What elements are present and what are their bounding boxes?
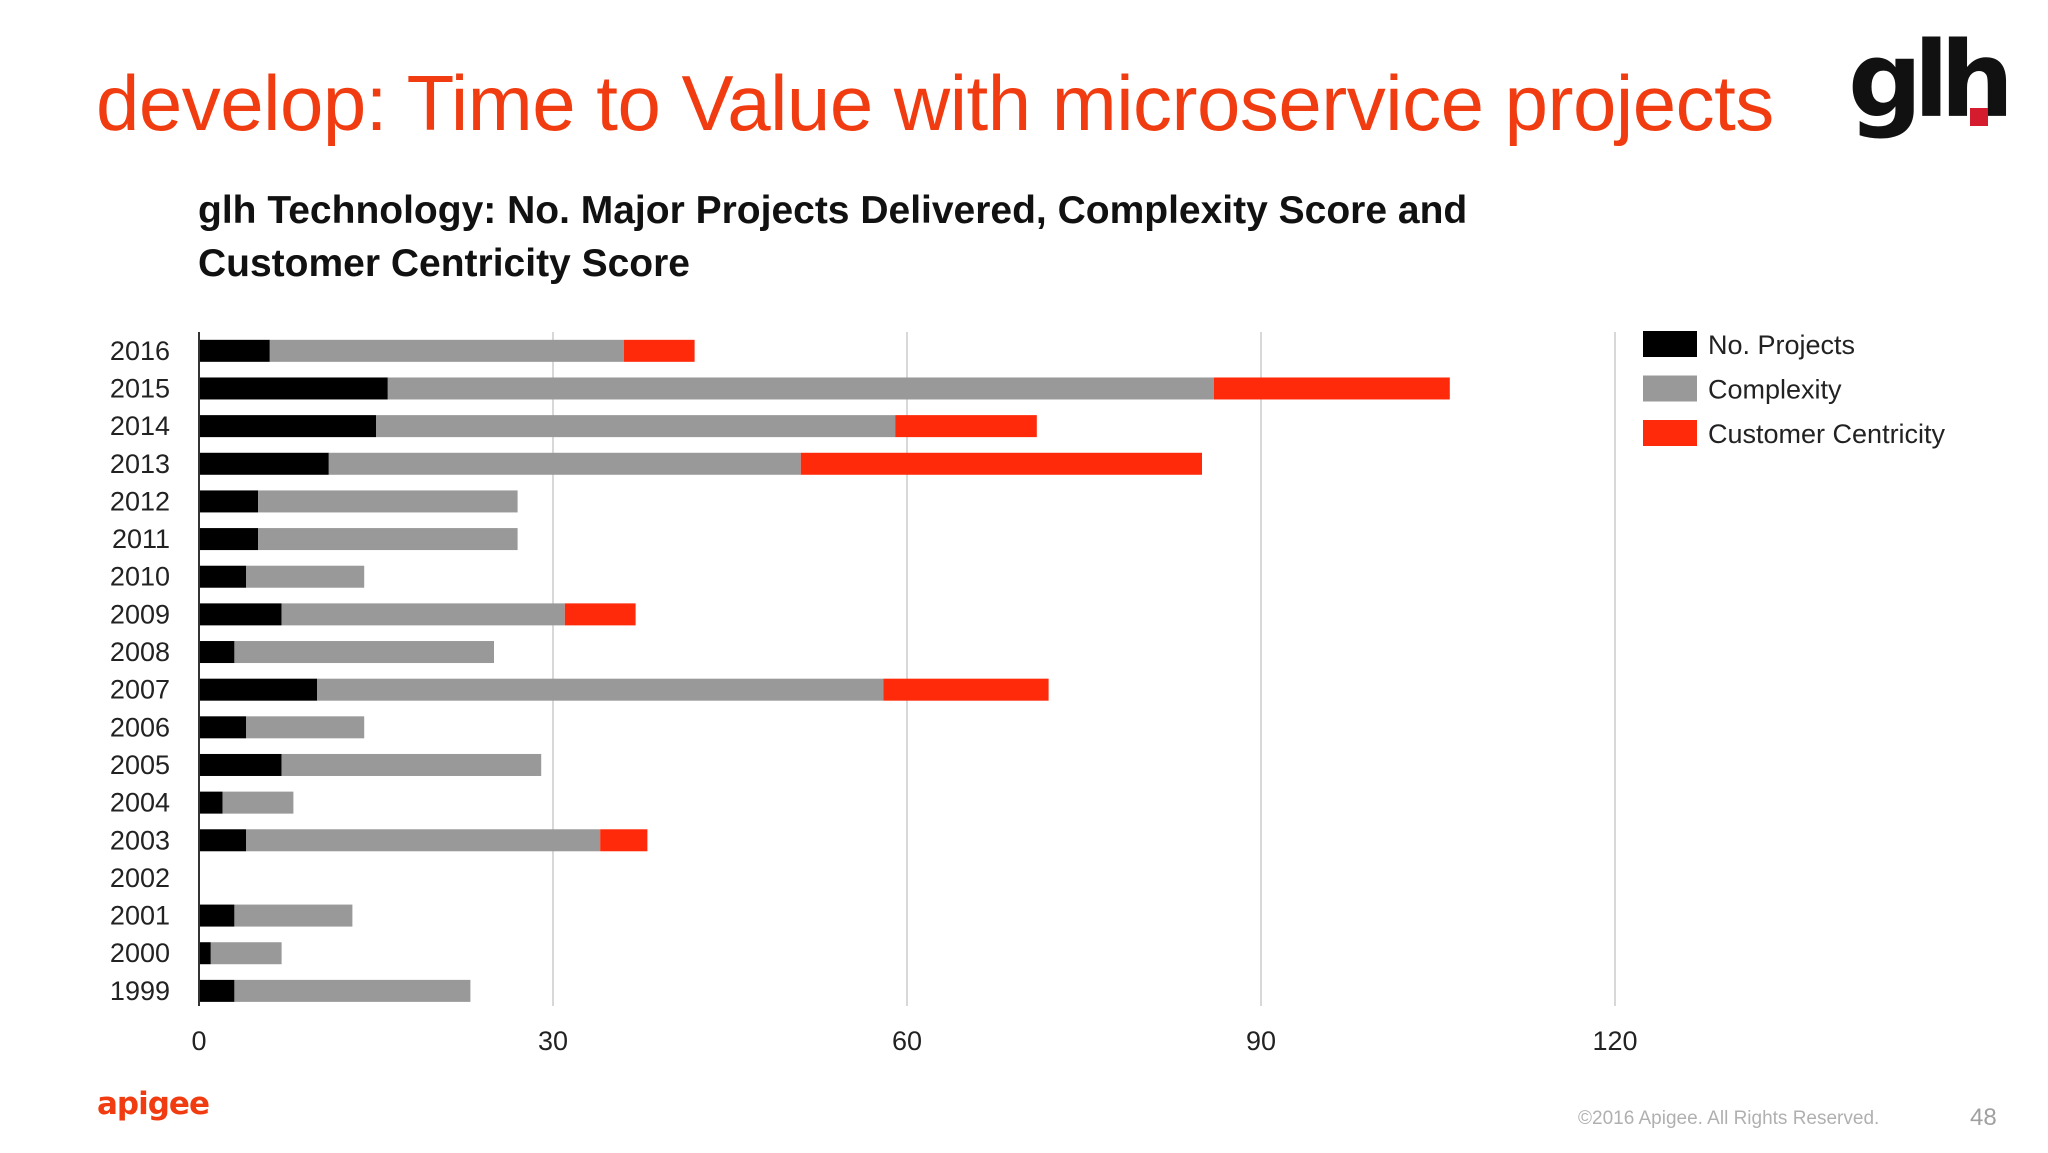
bar-segment: [199, 565, 247, 588]
bar-segment: [199, 452, 329, 475]
bar-segment: [199, 339, 270, 362]
y-tick-label: 2006: [110, 712, 170, 742]
y-tick-label: 2001: [110, 901, 170, 931]
bar-segment: [199, 904, 235, 927]
legend-label: Complexity: [1708, 375, 1842, 405]
bar-segment: [895, 415, 1037, 438]
bar-segment: [199, 528, 258, 551]
bar-segment: [281, 603, 565, 626]
x-tick-label: 90: [1246, 1026, 1276, 1056]
bar-segment: [199, 678, 317, 701]
bar-segment: [246, 829, 601, 852]
y-tick-label: 2003: [110, 825, 170, 855]
bar-segment: [1213, 377, 1450, 400]
legend-label: Customer Centricity: [1708, 419, 1946, 449]
bars: [199, 339, 1450, 1002]
y-tick-label: 1999: [110, 976, 170, 1006]
bar-segment: [199, 377, 388, 400]
bar-segment: [199, 415, 376, 438]
bar-segment: [246, 565, 365, 588]
y-tick-label: 2015: [110, 373, 170, 403]
y-tick-label: 2009: [110, 599, 170, 629]
bar-segment: [199, 490, 258, 513]
y-tick-label: 2012: [110, 486, 170, 516]
bar-segment: [258, 528, 518, 551]
page-number: 48: [1970, 1104, 1997, 1131]
apigee-logo: apigee: [97, 1086, 210, 1122]
x-tick-label: 120: [1592, 1026, 1637, 1056]
y-tick-label: 2016: [110, 336, 170, 366]
bar-segment: [269, 339, 624, 362]
chart-title: glh Technology: No. Major Projects Deliv…: [198, 189, 1468, 285]
bar-segment: [199, 753, 282, 776]
y-tick-label: 2010: [110, 562, 170, 592]
bar-segment: [387, 377, 1214, 400]
x-tick-label: 0: [191, 1026, 206, 1056]
legend-swatch: [1643, 375, 1697, 402]
bar-segment: [317, 678, 884, 701]
gridlines: [552, 332, 1616, 1006]
legend: No. Projects Complexity Customer Centricit…: [1643, 330, 1946, 449]
y-tick-label: 2011: [112, 524, 170, 554]
y-tick-label: 2005: [110, 750, 170, 780]
y-tick-label: 2004: [110, 788, 170, 818]
legend-label: No. Projects: [1708, 330, 1855, 360]
slide-title: develop: Time to Value with microservice…: [96, 59, 1774, 147]
bar-segment: [328, 452, 801, 475]
bar-segment: [222, 791, 294, 814]
glh-logo-dot: [1970, 108, 1988, 126]
bar-segment: [199, 641, 235, 664]
copyright-text: ©2016 Apigee. All Rights Reserved.: [1578, 1108, 1880, 1129]
y-tick-label: 2000: [110, 938, 170, 968]
bar-segment: [600, 829, 648, 852]
bar-segment: [246, 716, 365, 739]
bar-segment: [883, 678, 1049, 701]
bar-segment: [199, 829, 247, 852]
bar-segment: [199, 791, 223, 814]
bar-segment: [199, 942, 211, 965]
bar-segment: [376, 415, 896, 438]
bar-segment: [234, 904, 353, 927]
bar-segment: [199, 979, 235, 1002]
bar-segment: [234, 641, 494, 664]
bar-segment: [800, 452, 1202, 475]
y-tick-label: 2002: [110, 863, 170, 893]
bar-segment: [258, 490, 518, 513]
x-tick-label: 60: [892, 1026, 922, 1056]
bar-segment: [564, 603, 636, 626]
legend-swatch: [1643, 331, 1697, 357]
y-tick-label: 2013: [110, 449, 170, 479]
bar-segment: [281, 753, 542, 776]
bar-segment: [199, 603, 282, 626]
axes: 0 30 60 90 120 2016 2015 2014 2013 2012 2011 2010 20…: [110, 332, 1638, 1056]
bar-segment: [210, 942, 282, 965]
y-tick-label: 2008: [110, 637, 170, 667]
legend-swatch: [1643, 420, 1697, 446]
x-tick-label: 30: [538, 1026, 568, 1056]
y-tick-label: 2014: [110, 411, 170, 441]
y-tick-label: 2007: [110, 675, 170, 705]
bar-segment: [199, 716, 247, 739]
bar-segment: [623, 339, 695, 362]
bar-segment: [234, 979, 471, 1002]
